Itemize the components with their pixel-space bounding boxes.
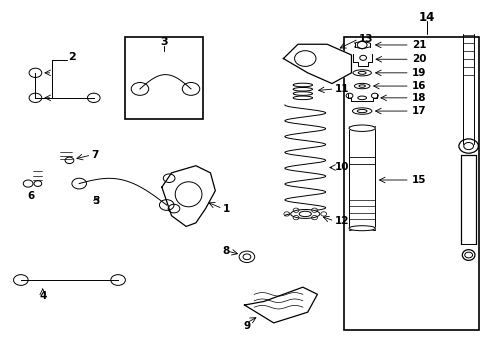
Ellipse shape: [352, 70, 371, 76]
Ellipse shape: [348, 125, 374, 131]
Text: 1: 1: [222, 203, 229, 213]
Text: 19: 19: [411, 68, 426, 78]
FancyBboxPatch shape: [344, 37, 478, 330]
Text: 18: 18: [411, 93, 426, 103]
Ellipse shape: [348, 226, 374, 231]
Polygon shape: [283, 44, 351, 84]
Text: 8: 8: [222, 246, 229, 256]
Ellipse shape: [290, 210, 319, 219]
Text: 10: 10: [334, 162, 348, 172]
Text: 14: 14: [418, 11, 434, 24]
FancyBboxPatch shape: [125, 37, 203, 119]
Text: 16: 16: [411, 81, 426, 91]
Text: 2: 2: [68, 52, 76, 62]
Ellipse shape: [354, 84, 369, 89]
Text: 15: 15: [411, 175, 426, 185]
Ellipse shape: [352, 108, 371, 114]
Polygon shape: [162, 166, 215, 226]
Text: 7: 7: [91, 150, 99, 160]
Text: 21: 21: [411, 40, 426, 50]
Text: 12: 12: [334, 216, 348, 226]
Text: 11: 11: [334, 84, 348, 94]
Text: 6: 6: [27, 191, 34, 201]
FancyBboxPatch shape: [348, 126, 374, 230]
Text: 9: 9: [243, 321, 250, 331]
Text: 17: 17: [411, 106, 426, 116]
Text: 3: 3: [160, 37, 168, 48]
Text: 4: 4: [39, 291, 46, 301]
Text: 20: 20: [411, 54, 426, 64]
Text: 5: 5: [92, 197, 100, 206]
Text: 13: 13: [358, 34, 372, 44]
Polygon shape: [244, 287, 317, 323]
